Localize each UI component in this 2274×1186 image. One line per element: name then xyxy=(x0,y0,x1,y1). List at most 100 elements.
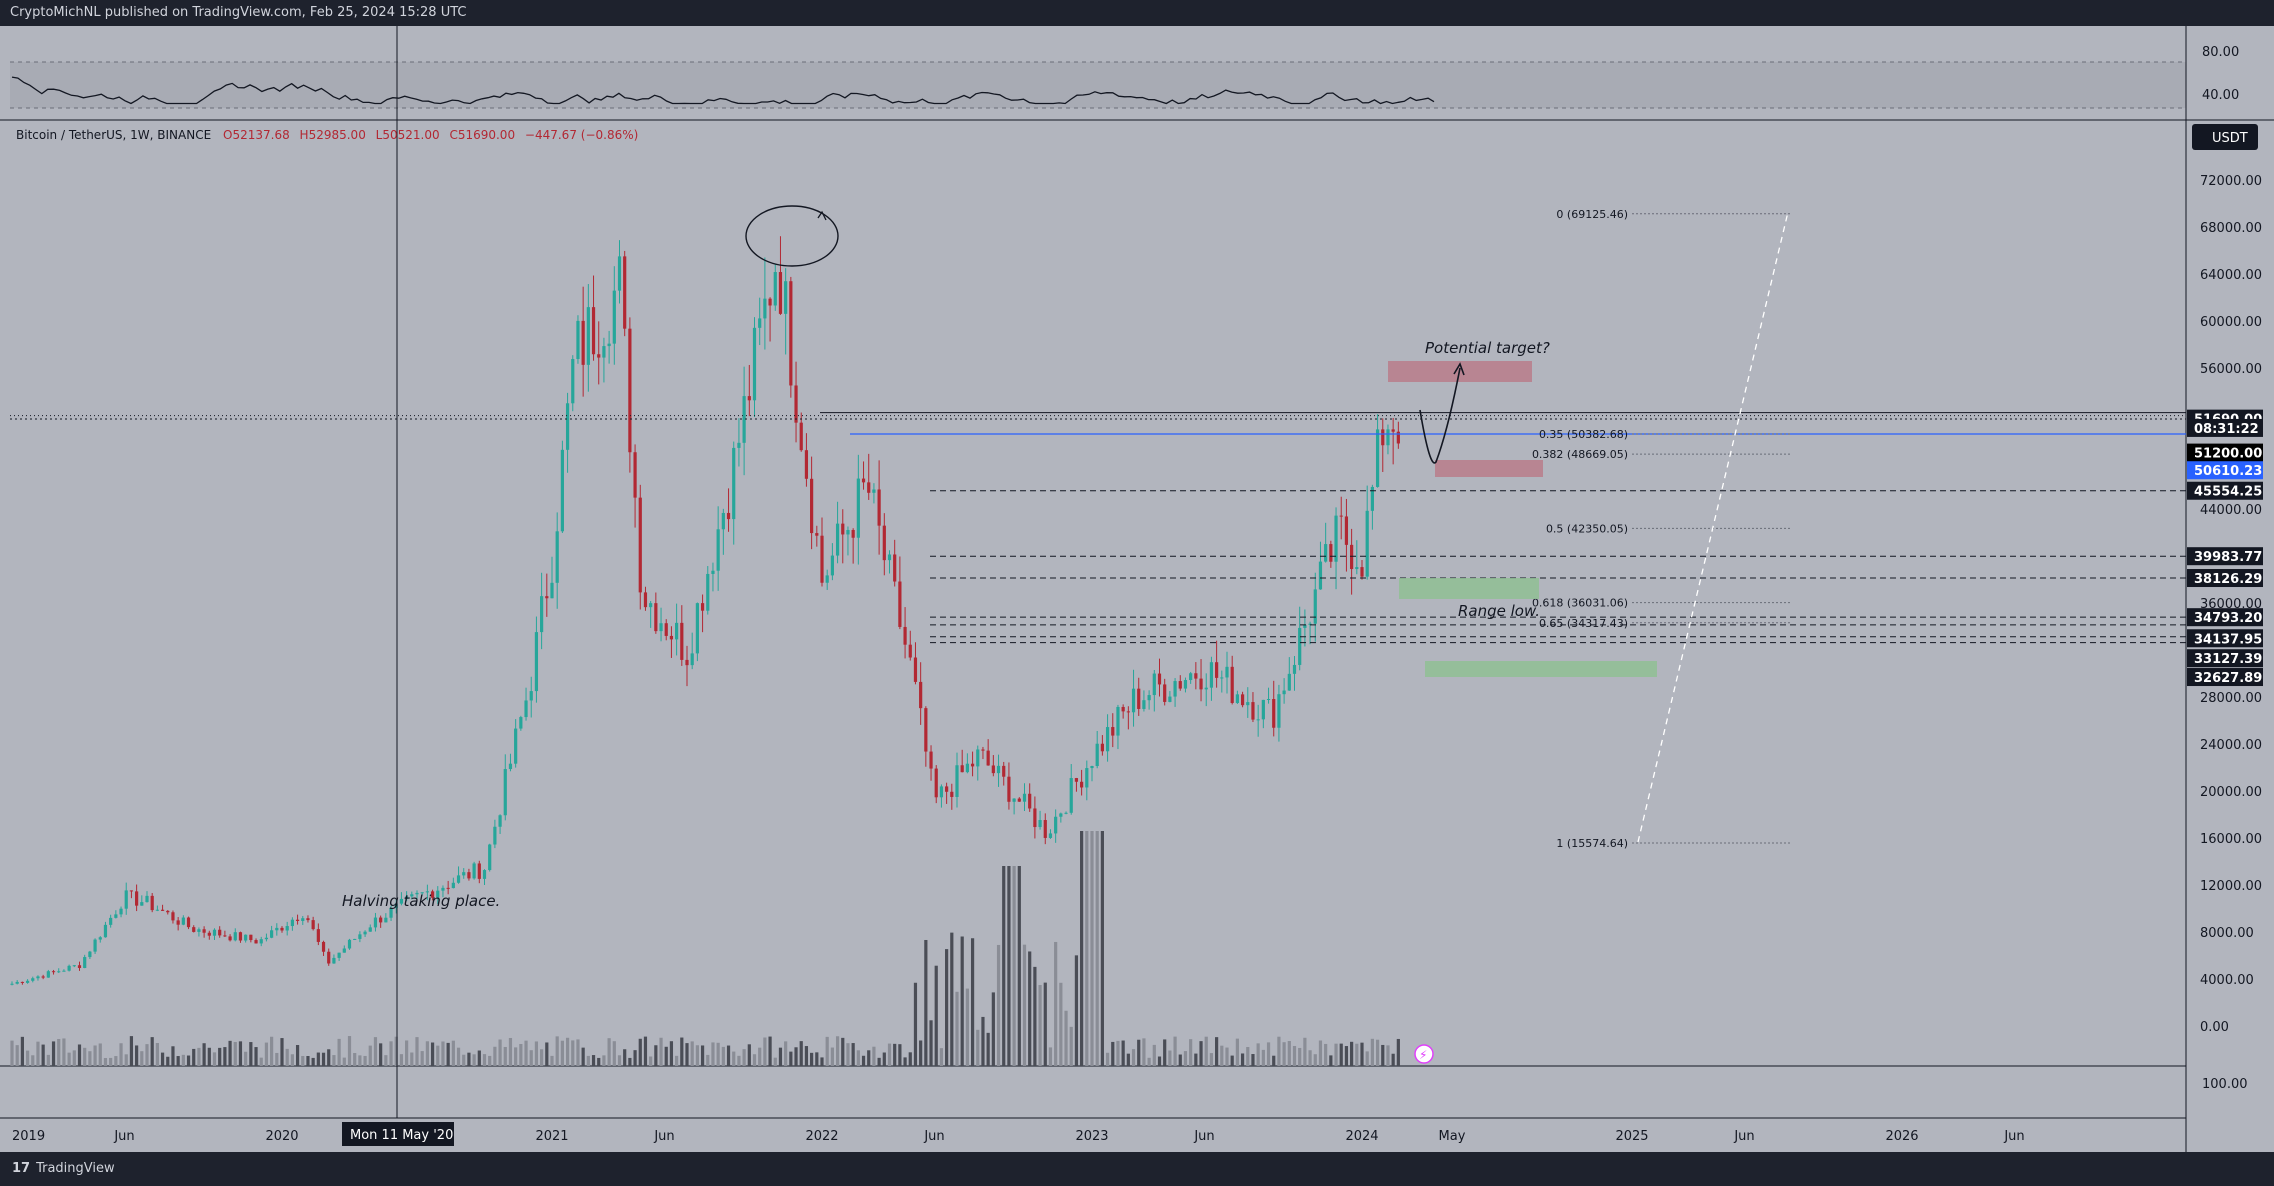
candle-body xyxy=(451,882,455,889)
time-axis[interactable]: 2019 Jun 2020 2021 Jun 2022 Jun 2023 Jun 2024 May 2… xyxy=(12,1129,2025,1144)
volume-bar xyxy=(908,1052,912,1066)
volume-bar xyxy=(57,1038,61,1066)
volume-bar xyxy=(872,1046,876,1066)
time-tick: Jun xyxy=(1193,1129,1214,1144)
volume-bar xyxy=(742,1049,746,1066)
price-tag-label: 32627.89 xyxy=(2194,671,2262,686)
candle-body xyxy=(436,890,440,898)
candle-body xyxy=(991,765,995,774)
candle-body xyxy=(976,749,980,767)
volume-bar xyxy=(675,1055,679,1066)
candle-body xyxy=(425,891,429,893)
candle-body xyxy=(1173,681,1177,697)
crosshair-date-tag xyxy=(342,1122,454,1146)
candle-body xyxy=(861,478,866,483)
candle-body xyxy=(181,917,185,925)
price-tick: 60000.00 xyxy=(2200,315,2262,330)
volume-bar xyxy=(861,1055,866,1066)
chart-canvas[interactable]: 0 (69125.46) 0.35 (50382.68) 0.382 (48669.… xyxy=(0,0,2274,1152)
candle-body xyxy=(389,908,393,918)
candle-body xyxy=(46,971,50,978)
rsi-axis: 80.00 40.00 xyxy=(2202,45,2239,103)
price-tick: 24000.00 xyxy=(2200,738,2262,753)
volume-bar xyxy=(197,1047,201,1066)
price-tag-label: 50610.23 xyxy=(2194,464,2262,479)
volume-bar xyxy=(176,1056,180,1066)
volume-bar xyxy=(1100,831,1104,1066)
candle-body xyxy=(441,887,445,891)
volume-bar xyxy=(1085,831,1089,1066)
candle-body xyxy=(1189,673,1193,681)
candle-body xyxy=(820,535,824,583)
candle-body xyxy=(550,582,554,599)
candle-body xyxy=(446,887,450,889)
candle-body xyxy=(223,935,227,937)
range-low-annotation[interactable]: Range low. xyxy=(1458,602,1540,620)
candle-body xyxy=(643,592,648,608)
resistance-zone[interactable] xyxy=(1435,460,1543,477)
volume-bar xyxy=(238,1041,243,1066)
volume-bar xyxy=(425,1041,429,1066)
volume-bar xyxy=(1381,1044,1385,1066)
volume-bar xyxy=(540,1049,544,1066)
volume-bar xyxy=(109,1057,113,1066)
candle-body xyxy=(347,939,352,949)
halving-annotation[interactable]: Halving taking place. xyxy=(342,892,500,910)
candle-body xyxy=(960,765,964,773)
ath-circle[interactable] xyxy=(745,205,839,267)
candle-body xyxy=(1142,700,1146,709)
volume-bar xyxy=(1012,866,1016,1066)
volume-bar xyxy=(1157,1056,1162,1066)
candle-body xyxy=(799,422,803,451)
support-zone[interactable] xyxy=(1425,661,1657,677)
volume-bar xyxy=(1308,1050,1312,1066)
candle-body xyxy=(794,385,798,423)
volume-bar xyxy=(695,1045,699,1066)
projection-path[interactable] xyxy=(1419,367,1461,464)
candle-body xyxy=(342,948,346,953)
candle-body xyxy=(1100,743,1104,752)
event-icon[interactable] xyxy=(1414,1044,1434,1064)
candle-body xyxy=(25,980,30,983)
candle-body xyxy=(160,909,165,911)
range-low-zone[interactable] xyxy=(1399,578,1539,599)
legend-symbol: Bitcoin / TetherUS, 1W, BINANCE xyxy=(16,128,211,142)
candle-body xyxy=(1230,666,1234,703)
tradingview-logo-icon[interactable]: 17 TradingView xyxy=(12,1161,115,1176)
volume-bar xyxy=(856,1050,860,1066)
volume-bar xyxy=(181,1054,185,1066)
time-tick: Jun xyxy=(653,1129,674,1144)
volume-bar xyxy=(602,1055,606,1066)
candle-body xyxy=(135,891,139,906)
legend-close: C51690.00 xyxy=(449,128,515,142)
candle-body xyxy=(1303,624,1307,628)
candle-body xyxy=(851,529,855,538)
price-axis[interactable]: 72000.00 68000.00 64000.00 60000.00 56000.00… xyxy=(2200,174,2262,1035)
volume-bar xyxy=(379,1043,383,1066)
volume-bar xyxy=(1298,1047,1302,1066)
candle-body xyxy=(1111,727,1115,736)
candle-body xyxy=(228,936,232,941)
candle-body xyxy=(1105,727,1110,752)
volume-bar xyxy=(1365,1051,1369,1066)
candle-body xyxy=(197,929,201,932)
currency-button[interactable] xyxy=(2192,124,2258,150)
candle-body xyxy=(379,917,383,923)
candle-body xyxy=(493,826,497,845)
volume-bar xyxy=(285,1048,289,1066)
candle-body xyxy=(607,343,611,347)
volume-bar xyxy=(643,1036,648,1066)
legend-change: −447.67 (−0.86%) xyxy=(525,128,638,142)
target-annotation[interactable]: Potential target? xyxy=(1425,339,1550,357)
volume-bar xyxy=(10,1040,14,1066)
volume-bar xyxy=(342,1057,346,1066)
volume-bar xyxy=(1225,1047,1229,1066)
volume-bar xyxy=(929,1020,933,1066)
volume-bar xyxy=(1220,1045,1224,1066)
volume-bar xyxy=(212,1052,217,1066)
volume-bar xyxy=(373,1037,378,1066)
volume-bar xyxy=(581,1047,585,1066)
candle-body xyxy=(207,932,211,936)
volume-bar xyxy=(436,1045,440,1066)
volume-bar xyxy=(228,1040,232,1066)
